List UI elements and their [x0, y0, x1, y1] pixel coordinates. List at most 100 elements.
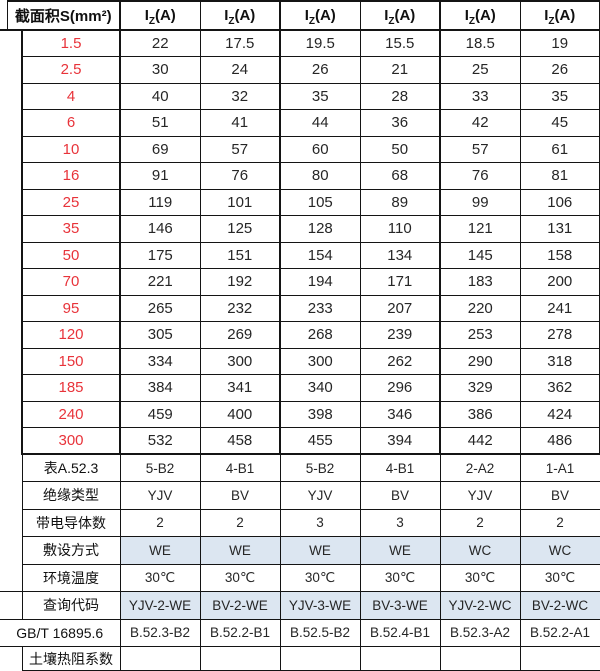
- ampacity-row: 10 69 57 60 50 57 61: [0, 136, 600, 163]
- footer-value-cell: WC: [440, 536, 521, 565]
- ampacity-cell: 99: [440, 189, 521, 216]
- footer-value-cell: YJV-2-WC: [440, 591, 521, 620]
- footer-row: 查询代码 YJV-2-WE BV-2-WE YJV-3-WE BV-3-WE YJV-2-…: [0, 591, 600, 620]
- footer-value-cell: B.52.3-B2: [120, 619, 201, 647]
- gutter-cell: [0, 427, 22, 454]
- ampacity-cell: 21: [360, 56, 442, 84]
- footer-value-cell: 2: [200, 509, 281, 537]
- footer-value-cell: YJV: [440, 481, 521, 510]
- ampacity-row: 70 221 192 194 171 183 200: [0, 268, 600, 296]
- ampacity-cell: 300: [280, 348, 361, 375]
- footer-value-cell: YJV-3-WE: [280, 591, 361, 620]
- ampacity-cell: 128: [280, 215, 361, 243]
- footer-row: 带电导体数 2 2 3 3 2 2: [0, 509, 600, 537]
- ampacity-cell: 35: [280, 83, 361, 110]
- ampacity-row: 1.5 22 17.5 19.5 15.5 18.5 19: [0, 30, 600, 57]
- size-cell: 2.5: [20, 56, 122, 84]
- ampacity-cell: 24: [200, 56, 282, 84]
- gutter-cell: [0, 268, 22, 295]
- ampacity-cell: 76: [440, 162, 521, 190]
- ampacity-cell: 35: [520, 83, 600, 110]
- ampacity-cell: 25: [440, 56, 521, 84]
- ampacity-cell: 269: [200, 321, 282, 349]
- ampacity-cell: 106: [520, 189, 600, 216]
- size-cell: 70: [20, 268, 122, 296]
- iz-column-header: IZ(A): [520, 0, 600, 31]
- size-cell: 10: [20, 136, 122, 163]
- size-cell: 25: [20, 189, 122, 216]
- ampacity-cell: 32: [200, 83, 282, 110]
- footer-row: GB/T 16895.6 B.52.3-B2 B.52.2-B1 B.52.5-B2 B…: [0, 619, 600, 647]
- ampacity-cell: 57: [200, 136, 282, 163]
- ampacity-cell: 158: [520, 242, 600, 269]
- ampacity-cell: 151: [200, 242, 282, 269]
- footer-value-cell: 30℃: [520, 564, 600, 592]
- footer-value-cell: [440, 646, 521, 671]
- footer-value-cell: YJV: [280, 481, 361, 510]
- ampacity-cell: 278: [520, 321, 600, 349]
- ampacity-row: 2.5 30 24 26 21 25 26: [0, 56, 600, 84]
- ampacity-cell: 394: [360, 427, 442, 455]
- ampacity-cell: 17.5: [200, 30, 282, 57]
- ampacity-cell: 19: [520, 30, 600, 57]
- footer-row-label: 带电导体数: [21, 509, 121, 537]
- ampacity-cell: 194: [280, 268, 361, 296]
- ampacity-cell: 42: [440, 109, 521, 137]
- ampacity-cell: 105: [280, 189, 361, 216]
- footer-row-label: 查询代码: [21, 591, 121, 620]
- ampacity-row: 6 51 41 44 36 42 45: [0, 109, 600, 137]
- gutter-cell: [0, 56, 22, 83]
- footer-row-label: 绝缘类型: [21, 481, 121, 510]
- ampacity-cell: 18.5: [440, 30, 521, 57]
- ampacity-cell: 346: [360, 401, 442, 428]
- ampacity-cell: 221: [120, 268, 201, 296]
- ampacity-cell: 101: [200, 189, 282, 216]
- size-column-header: 截面积S(mm²): [6, 0, 122, 31]
- ampacity-cell: 424: [520, 401, 600, 428]
- footer-row: 土壤热阻系数: [0, 646, 600, 671]
- ampacity-cell: 296: [360, 374, 442, 402]
- ampacity-cell: 131: [520, 215, 600, 243]
- gutter-cell: [0, 189, 22, 216]
- ampacity-cell: 146: [120, 215, 201, 243]
- ampacity-cell: 50: [360, 136, 442, 163]
- size-cell: 35: [20, 215, 122, 243]
- iz-column-header: IZ(A): [440, 0, 521, 31]
- ampacity-row: 185 384 341 340 296 329 362: [0, 374, 600, 402]
- footer-value-cell: 2: [440, 509, 521, 537]
- ampacity-row: 16 91 76 80 68 76 81: [0, 162, 600, 190]
- ampacity-cell: 110: [360, 215, 442, 243]
- footer-value-cell: 4-B1: [200, 454, 281, 482]
- ampacity-cell: 341: [200, 374, 282, 402]
- gutter-cell: [0, 30, 22, 57]
- gutter-cell: [0, 162, 22, 189]
- footer-row-label: 表A.52.3: [21, 454, 121, 482]
- ampacity-cell: 318: [520, 348, 600, 375]
- ampacity-row: 120 305 269 268 239 253 278: [0, 321, 600, 349]
- gutter-cell: [0, 215, 22, 242]
- footer-value-cell: [520, 646, 600, 671]
- ampacity-cell: 119: [120, 189, 201, 216]
- size-cell: 50: [20, 242, 122, 269]
- footer-row: 敷设方式 WE WE WE WE WC WC: [0, 536, 600, 565]
- footer-row: 表A.52.3 5-B2 4-B1 5-B2 4-B1 2-A2 1-A1: [0, 454, 600, 482]
- size-cell: 1.5: [20, 30, 122, 57]
- ampacity-cell: 455: [280, 427, 361, 455]
- footer-value-cell: 1-A1: [520, 454, 600, 482]
- size-cell: 150: [20, 348, 122, 375]
- ampacity-cell: 398: [280, 401, 361, 428]
- ampacity-cell: 125: [200, 215, 282, 243]
- ampacity-cell: 340: [280, 374, 361, 402]
- footer-value-cell: BV: [200, 481, 281, 510]
- ampacity-cell: 334: [120, 348, 201, 375]
- footer-value-cell: WE: [120, 536, 201, 565]
- ampacity-row: 50 175 151 154 134 145 158: [0, 242, 600, 269]
- footer-row: 环境温度 30℃ 30℃ 30℃ 30℃ 30℃ 30℃: [0, 564, 600, 592]
- gutter-cell: [0, 109, 22, 136]
- footer-value-cell: [120, 646, 201, 671]
- ampacity-cell: 22: [120, 30, 201, 57]
- ampacity-cell: 45: [520, 109, 600, 137]
- ampacity-row: 300 532 458 455 394 442 486: [0, 427, 600, 455]
- ampacity-cell: 400: [200, 401, 282, 428]
